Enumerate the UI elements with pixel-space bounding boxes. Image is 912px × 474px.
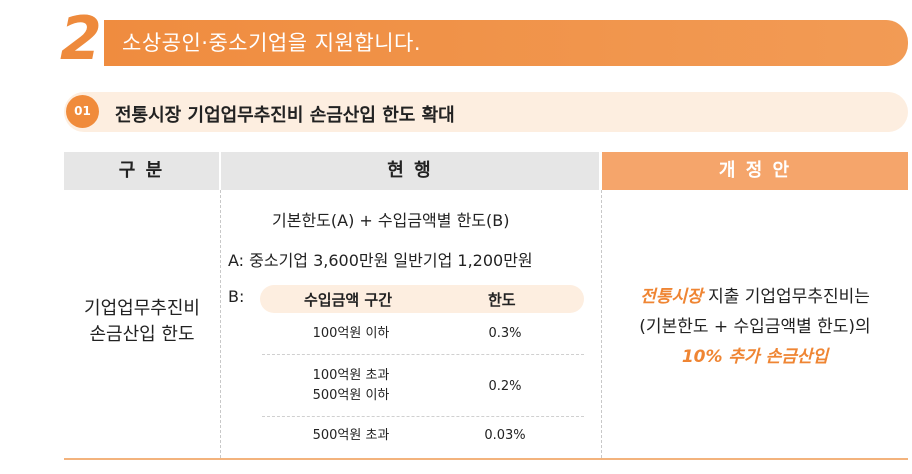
inner-header-limit: 한도 <box>488 291 516 309</box>
proposal-line: (기본한도 + 수입금액별 한도)의 <box>639 317 871 337</box>
inner-range-line: 100억원 초과 <box>312 368 390 383</box>
inner-row-divider <box>262 354 584 355</box>
inner-range-cell: 100억원 초과 500억원 이하 <box>276 366 426 406</box>
proposal-highlight-extra: 10% 추가 손금산입 <box>681 347 829 367</box>
row-label: 기업업무추진비 손금산입 한도 <box>64 296 220 348</box>
proposal-line: 10% 추가 손금산입 <box>606 342 904 372</box>
subsection-title: 전통시장 기업업무추진비 손금산입 한도 확대 <box>115 105 455 126</box>
header-current: 현 행 <box>221 152 599 190</box>
inner-header-range: 수입금액 구간 <box>304 291 393 309</box>
inner-limit-cell: 0.2% <box>488 379 522 394</box>
inner-limit-cell: 0.03% <box>484 428 526 443</box>
inner-range-cell: 500억원 초과 <box>312 428 390 443</box>
current-formula: 기본한도(A) + 수입금액별 한도(B) <box>272 211 510 230</box>
column-divider <box>220 190 221 458</box>
proposal-text: 전통시장 지출 기업업무추진비는 (기본한도 + 수입금액별 한도)의 10% … <box>606 282 904 372</box>
inner-limit-cell: 0.3% <box>488 326 522 341</box>
section-title: 소상공인·중소기업을 지원합니다. <box>122 31 422 55</box>
inner-range-cell: 100억원 이하 <box>312 326 390 341</box>
inner-range-line: 500억원 이하 <box>312 388 390 403</box>
current-basic-limit: A: 중소기업 3,600만원 일반기업 1,200만원 <box>228 251 533 270</box>
column-divider <box>601 190 602 458</box>
subsection-number-badge: 01 <box>66 95 99 128</box>
proposal-line: 전통시장 지출 기업업무추진비는 <box>606 282 904 312</box>
inner-table-header <box>260 285 584 313</box>
proposal-line-rest: 지출 기업업무추진비는 <box>702 287 870 307</box>
header-proposal: 개 정 안 <box>602 152 908 190</box>
table-bottom-border <box>64 458 908 460</box>
section-title-bar <box>104 20 908 66</box>
row-label-line: 손금산입 한도 <box>89 324 195 345</box>
header-category: 구 분 <box>64 152 219 190</box>
proposal-highlight-market: 전통시장 <box>640 287 703 307</box>
inner-row-divider <box>262 416 584 417</box>
subsection-bar <box>64 92 908 132</box>
section-number: 2 <box>60 4 102 74</box>
current-b-label: B: <box>228 287 245 306</box>
row-label-line: 기업업무추진비 <box>84 298 200 319</box>
